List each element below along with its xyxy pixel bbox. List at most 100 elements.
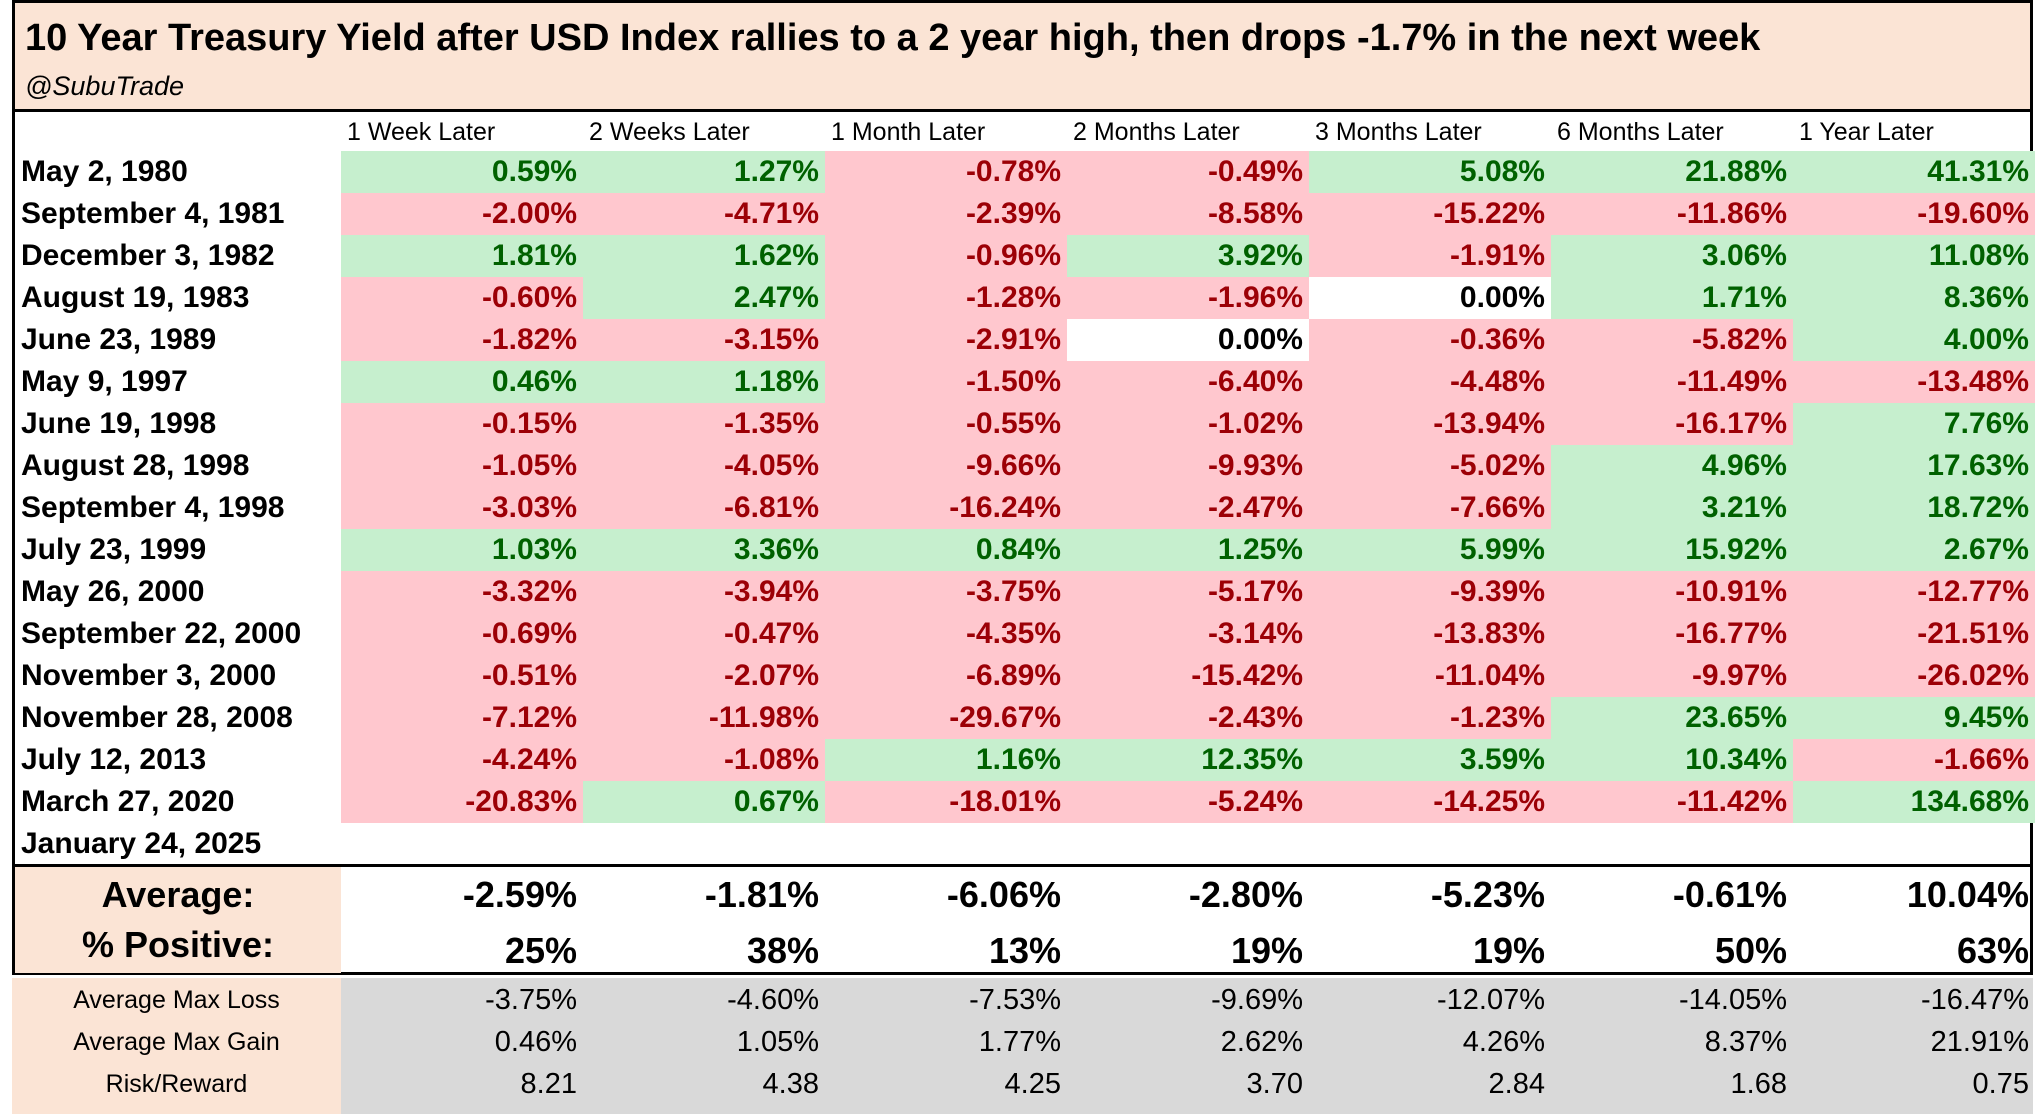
data-cell: -18.01%	[825, 781, 1067, 823]
data-cell: -1.35%	[583, 403, 825, 445]
data-cell: 9.45%	[1793, 697, 2035, 739]
data-cell: -13.94%	[1309, 403, 1551, 445]
data-cell: 1.18%	[583, 361, 825, 403]
table-row: September 4, 1998 -3.03% -6.81% -16.24% -2.4…	[15, 487, 2035, 529]
summary-value: -1.81%	[704, 874, 819, 915]
table-row: June 23, 1989 -1.82% -3.15% -2.91% 0.00% -0.3…	[15, 319, 2035, 361]
data-cell: -11.49%	[1551, 361, 1793, 403]
data-cell: 15.92%	[1551, 529, 1793, 571]
data-cell: -20.83%	[341, 781, 583, 823]
data-cell: 3.36%	[583, 529, 825, 571]
data-cell: 1.25%	[1067, 529, 1309, 571]
column-header: 2 Months Later	[1073, 118, 1240, 146]
data-cell: 2.47%	[583, 277, 825, 319]
data-cell: -11.42%	[1551, 781, 1793, 823]
stat-value: -7.53%	[969, 984, 1061, 1016]
data-cell: -14.25%	[1309, 781, 1551, 823]
summary-value: -2.80%	[1188, 874, 1303, 915]
data-cell: -1.08%	[583, 739, 825, 781]
table-row: July 23, 1999 1.03% 3.36% 0.84% 1.25% 5.99% 15…	[15, 529, 2035, 571]
data-cell: 1.62%	[583, 235, 825, 277]
table-row: August 28, 1998 -1.05% -4.05% -9.66% -9.93% -…	[15, 445, 2035, 487]
data-cell: 4.96%	[1551, 445, 1793, 487]
summary-value: 50%	[1714, 930, 1787, 971]
column-header: 1 Month Later	[831, 118, 986, 146]
data-cell: -11.86%	[1551, 193, 1793, 235]
row-date: September 4, 1998	[21, 491, 285, 524]
data-cell: -16.24%	[825, 487, 1067, 529]
row-date: March 27, 2020	[21, 785, 235, 818]
stat-value: 8.37%	[1704, 1026, 1787, 1058]
data-cell: 8.36%	[1793, 277, 2035, 319]
data-cell: -3.03%	[341, 487, 583, 529]
data-cell: 4.00%	[1793, 319, 2035, 361]
row-date: November 28, 2008	[21, 701, 293, 734]
data-cell: -13.83%	[1309, 613, 1551, 655]
data-cell: -1.96%	[1067, 277, 1309, 319]
data-cell: -0.96%	[825, 235, 1067, 277]
data-cell: -0.55%	[825, 403, 1067, 445]
data-cell: -1.66%	[1793, 739, 2035, 781]
data-cell: -0.60%	[341, 277, 583, 319]
stat-value: -3.75%	[485, 984, 577, 1016]
row-date: July 12, 2013	[21, 743, 207, 776]
stat-value: 2.84	[1488, 1068, 1545, 1100]
stats-label-background	[12, 978, 341, 1114]
stat-value: 8.21	[520, 1068, 577, 1100]
data-cell: -10.91%	[1551, 571, 1793, 613]
data-cell: -1.91%	[1309, 235, 1551, 277]
row-date: May 26, 2000	[21, 575, 205, 608]
data-cell: -1.02%	[1067, 403, 1309, 445]
data-cell: -2.00%	[341, 193, 583, 235]
data-cell: 5.08%	[1309, 151, 1551, 193]
data-cell: -5.82%	[1551, 319, 1793, 361]
data-cell: -3.14%	[1067, 613, 1309, 655]
data-cell: -3.75%	[825, 571, 1067, 613]
table-row: September 22, 2000 -0.69% -0.47% -4.35% -3.1…	[15, 613, 2035, 655]
table-title: 10 Year Treasury Yield after USD Index r…	[25, 17, 1761, 59]
stat-label: Average Max Loss	[73, 986, 280, 1014]
data-cell: 3.06%	[1551, 235, 1793, 277]
data-cell: -0.78%	[825, 151, 1067, 193]
table-row: November 28, 2008 -7.12% -11.98% -29.67% -2.…	[15, 697, 2035, 739]
data-cell: -13.48%	[1793, 361, 2035, 403]
stat-value: 1.77%	[978, 1026, 1061, 1058]
data-cell: -4.24%	[341, 739, 583, 781]
data-cell: 0.67%	[583, 781, 825, 823]
column-header: 6 Months Later	[1557, 118, 1724, 146]
summary-value: 63%	[1956, 930, 2029, 971]
data-cell: 3.59%	[1309, 739, 1551, 781]
data-cell: 0.46%	[341, 361, 583, 403]
data-cell: 5.99%	[1309, 529, 1551, 571]
data-cell: -16.77%	[1551, 613, 1793, 655]
column-header: 2 Weeks Later	[589, 118, 750, 146]
data-cell: 3.92%	[1067, 235, 1309, 277]
data-cell: 23.65%	[1551, 697, 1793, 739]
table-row: November 3, 2000 -0.51% -2.07% -6.89% -15.42…	[15, 655, 2035, 697]
data-cell: -1.82%	[341, 319, 583, 361]
table-row: March 27, 2020 -20.83% 0.67% -18.01% -5.24% -…	[15, 781, 2035, 823]
stat-label: Risk/Reward	[105, 1070, 248, 1098]
data-cell: 18.72%	[1793, 487, 2035, 529]
table-row: May 26, 2000 -3.32% -3.94% -3.75% -5.17% -9.3…	[15, 571, 2035, 613]
table-subtitle: @SubuTrade	[25, 71, 184, 101]
data-cell: 11.08%	[1793, 235, 2035, 277]
data-cell: 0.59%	[341, 151, 583, 193]
summary-section	[12, 864, 2033, 976]
summary-label: Average:	[101, 874, 255, 915]
data-cell: -11.98%	[583, 697, 825, 739]
data-cell: 12.35%	[1067, 739, 1309, 781]
row-date: September 22, 2000	[21, 617, 302, 650]
table-row: June 19, 1998 -0.15% -1.35% -0.55% -1.02% -13…	[15, 403, 2035, 445]
stat-value: 1.05%	[736, 1026, 819, 1058]
data-cell: -5.17%	[1067, 571, 1309, 613]
summary-value: 19%	[1472, 930, 1545, 971]
stat-value: -16.47%	[1920, 984, 2029, 1016]
data-cell: -0.49%	[1067, 151, 1309, 193]
row-date: November 3, 2000	[21, 659, 277, 692]
data-cell: -9.66%	[825, 445, 1067, 487]
column-header: 1 Year Later	[1799, 118, 1934, 146]
data-cell: -2.43%	[1067, 697, 1309, 739]
data-cell: -3.32%	[341, 571, 583, 613]
data-cell: -5.24%	[1067, 781, 1309, 823]
